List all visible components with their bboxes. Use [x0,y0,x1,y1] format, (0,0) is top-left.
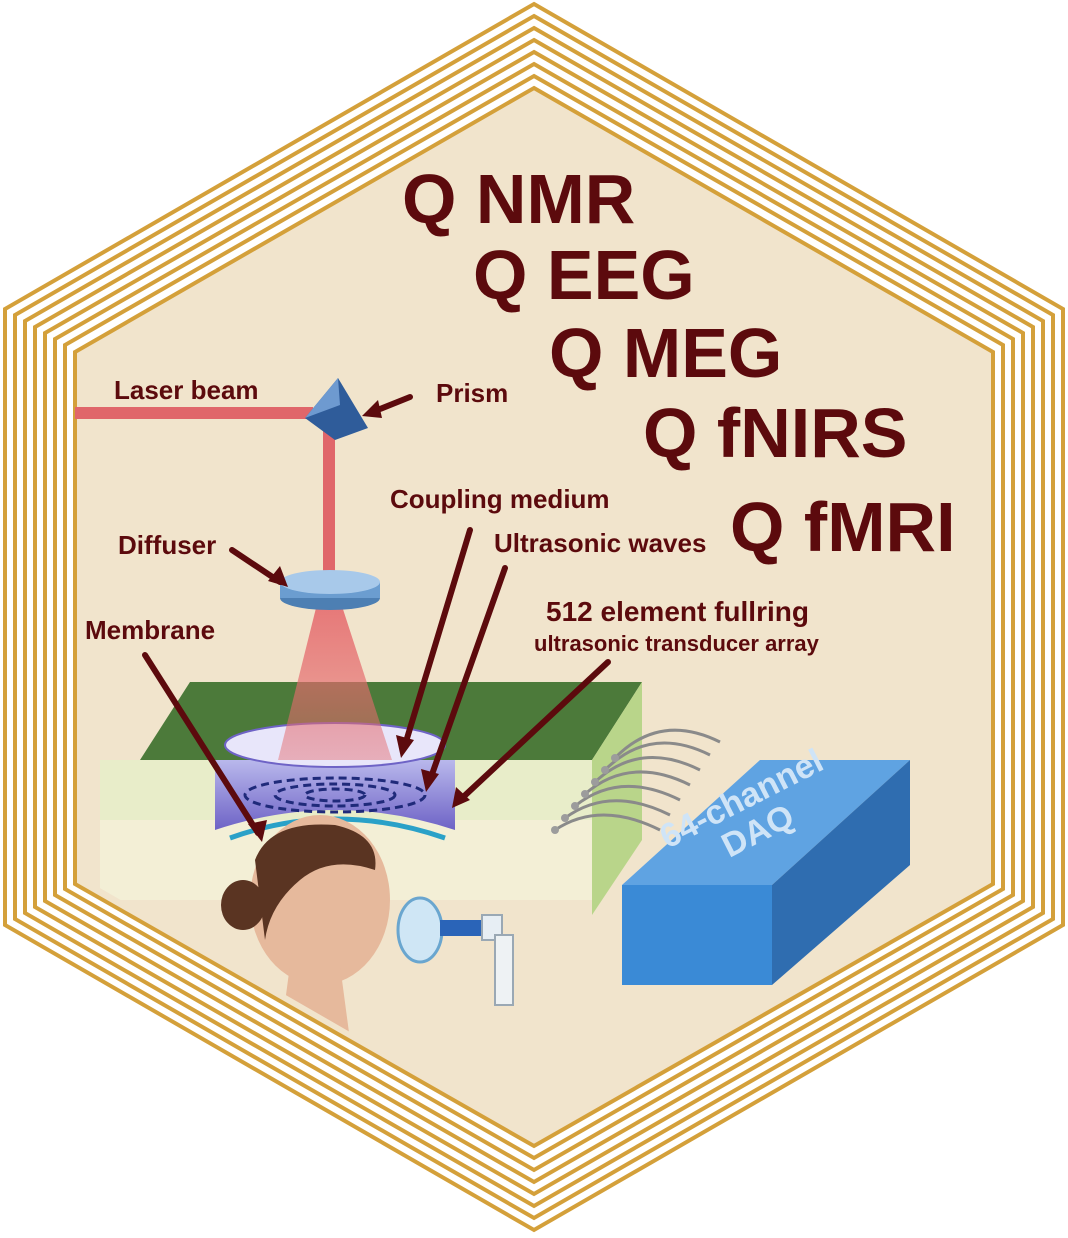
modality-q-fmri: Q fMRI [730,488,956,566]
label-coupling-medium: Coupling medium [390,484,610,514]
daq-wire-pins [551,754,619,834]
modality-q-meg: Q MEG [549,314,783,392]
label-prism: Prism [436,378,509,408]
oxygen-mask [396,896,514,1006]
label-transducer-subtitle: ultrasonic transducer array [534,631,819,656]
modality-q-eeg: Q EEG [473,236,695,314]
daq-wires [554,728,721,832]
patient-head [221,815,390,1040]
label-diffuser: Diffuser [118,530,217,560]
diffuser-icon [280,570,380,610]
scanner-side-panel [592,682,642,915]
arrowheads [248,400,470,842]
prism-icon [305,378,368,440]
modality-q-fnirs: Q fNIRS [643,394,908,472]
label-ultrasonic-waves: Ultrasonic waves [494,528,707,558]
label-transducer-title: 512 element fullring [546,596,809,627]
label-laser-beam: Laser beam [114,375,259,405]
modality-q-nmr: Q NMR [402,160,636,238]
laser-path [75,407,392,760]
label-membrane: Membrane [85,615,216,645]
daq-box [622,760,910,985]
transducer-bowl [215,760,455,830]
ultrasonic-waves-rings [243,776,427,814]
